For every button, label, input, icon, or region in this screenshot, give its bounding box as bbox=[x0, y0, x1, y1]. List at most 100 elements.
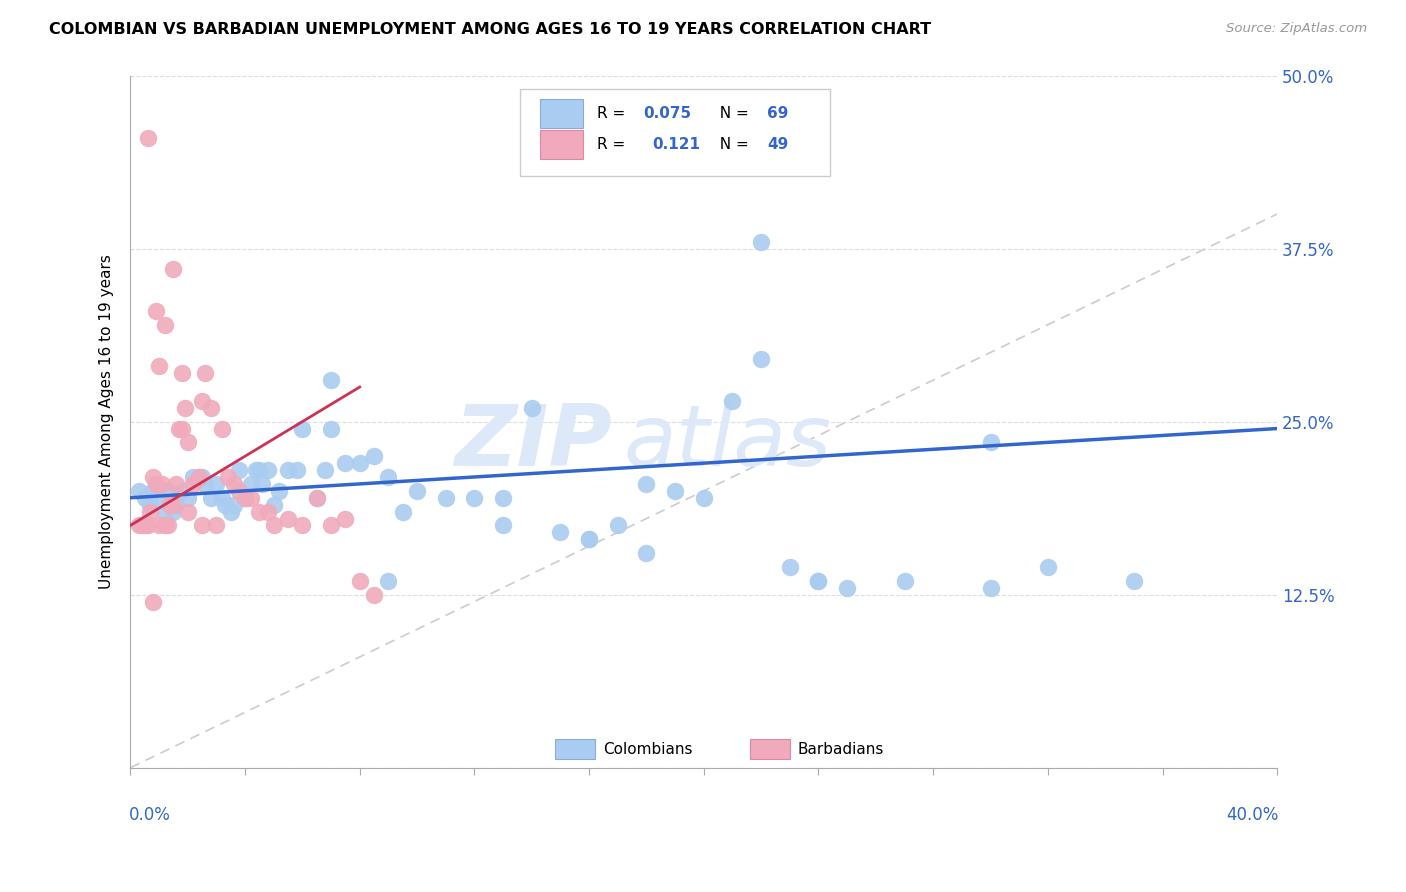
Point bbox=[148, 491, 170, 505]
Point bbox=[222, 498, 245, 512]
Text: 49: 49 bbox=[766, 137, 789, 153]
Text: Source: ZipAtlas.com: Source: ZipAtlas.com bbox=[1226, 22, 1367, 36]
Text: 0.0%: 0.0% bbox=[129, 805, 172, 824]
Point bbox=[406, 483, 429, 498]
Point bbox=[183, 470, 205, 484]
Point bbox=[277, 511, 299, 525]
Point bbox=[749, 352, 772, 367]
Text: N =: N = bbox=[710, 106, 754, 121]
Point bbox=[134, 518, 156, 533]
Point bbox=[263, 518, 285, 533]
Point bbox=[578, 533, 600, 547]
Point bbox=[721, 393, 744, 408]
Point bbox=[319, 373, 342, 387]
Point bbox=[980, 435, 1002, 450]
Point bbox=[749, 235, 772, 249]
Point bbox=[183, 476, 205, 491]
Point bbox=[211, 491, 233, 505]
Point bbox=[269, 483, 291, 498]
Point bbox=[176, 505, 198, 519]
Point bbox=[170, 421, 193, 435]
Point bbox=[136, 131, 159, 145]
Point bbox=[807, 574, 830, 588]
Point bbox=[363, 588, 385, 602]
Point bbox=[200, 401, 222, 415]
Point bbox=[165, 476, 187, 491]
Text: 69: 69 bbox=[766, 106, 789, 121]
Point bbox=[779, 560, 801, 574]
Point bbox=[233, 491, 256, 505]
Point bbox=[285, 463, 308, 477]
Point bbox=[233, 491, 256, 505]
Text: N =: N = bbox=[710, 137, 754, 153]
Text: R =: R = bbox=[598, 106, 630, 121]
Point bbox=[165, 498, 187, 512]
Point bbox=[550, 525, 572, 540]
Point bbox=[837, 581, 859, 595]
Point bbox=[520, 401, 543, 415]
Point bbox=[314, 463, 336, 477]
Point bbox=[363, 449, 385, 463]
Point bbox=[188, 470, 211, 484]
Point bbox=[391, 505, 413, 519]
Point bbox=[222, 476, 245, 491]
Point bbox=[211, 421, 233, 435]
Point bbox=[170, 366, 193, 380]
Text: R =: R = bbox=[598, 137, 636, 153]
Point bbox=[191, 393, 214, 408]
Point bbox=[176, 491, 198, 505]
Point bbox=[162, 262, 184, 277]
Point bbox=[205, 518, 228, 533]
Y-axis label: Unemployment Among Ages 16 to 19 years: Unemployment Among Ages 16 to 19 years bbox=[100, 254, 114, 589]
Point bbox=[153, 518, 176, 533]
Point bbox=[291, 421, 314, 435]
Text: 0.075: 0.075 bbox=[643, 106, 692, 121]
Point bbox=[173, 401, 195, 415]
Bar bbox=[540, 99, 583, 128]
Bar bbox=[540, 130, 583, 160]
Point bbox=[159, 498, 181, 512]
Point bbox=[257, 505, 280, 519]
Point bbox=[664, 483, 686, 498]
Point bbox=[247, 463, 270, 477]
Point bbox=[142, 594, 165, 608]
Point bbox=[150, 476, 173, 491]
Point bbox=[319, 421, 342, 435]
Point bbox=[162, 505, 184, 519]
Point bbox=[893, 574, 915, 588]
Point bbox=[239, 476, 262, 491]
Point bbox=[145, 304, 167, 318]
Point bbox=[980, 581, 1002, 595]
Text: Barbadians: Barbadians bbox=[797, 741, 884, 756]
Point bbox=[134, 491, 156, 505]
Point bbox=[693, 491, 716, 505]
Point bbox=[636, 476, 658, 491]
Point bbox=[349, 456, 371, 470]
Text: Colombians: Colombians bbox=[603, 741, 692, 756]
Point bbox=[128, 518, 150, 533]
Point bbox=[291, 518, 314, 533]
Bar bbox=[555, 739, 595, 759]
Point bbox=[128, 483, 150, 498]
Point bbox=[142, 483, 165, 498]
Point bbox=[200, 491, 222, 505]
Point bbox=[257, 463, 280, 477]
Point bbox=[145, 476, 167, 491]
Point bbox=[136, 518, 159, 533]
Point bbox=[170, 483, 193, 498]
Point bbox=[191, 518, 214, 533]
Point bbox=[305, 491, 328, 505]
Point bbox=[263, 498, 285, 512]
Point bbox=[1122, 574, 1144, 588]
Point bbox=[1036, 560, 1059, 574]
Point bbox=[205, 476, 228, 491]
Point bbox=[277, 463, 299, 477]
Point bbox=[377, 574, 399, 588]
Text: COLOMBIAN VS BARBADIAN UNEMPLOYMENT AMONG AGES 16 TO 19 YEARS CORRELATION CHART: COLOMBIAN VS BARBADIAN UNEMPLOYMENT AMON… bbox=[49, 22, 931, 37]
Point bbox=[139, 498, 162, 512]
Point bbox=[153, 318, 176, 332]
FancyBboxPatch shape bbox=[520, 89, 830, 176]
Point bbox=[167, 421, 190, 435]
Text: atlas: atlas bbox=[623, 401, 831, 483]
Point bbox=[148, 518, 170, 533]
